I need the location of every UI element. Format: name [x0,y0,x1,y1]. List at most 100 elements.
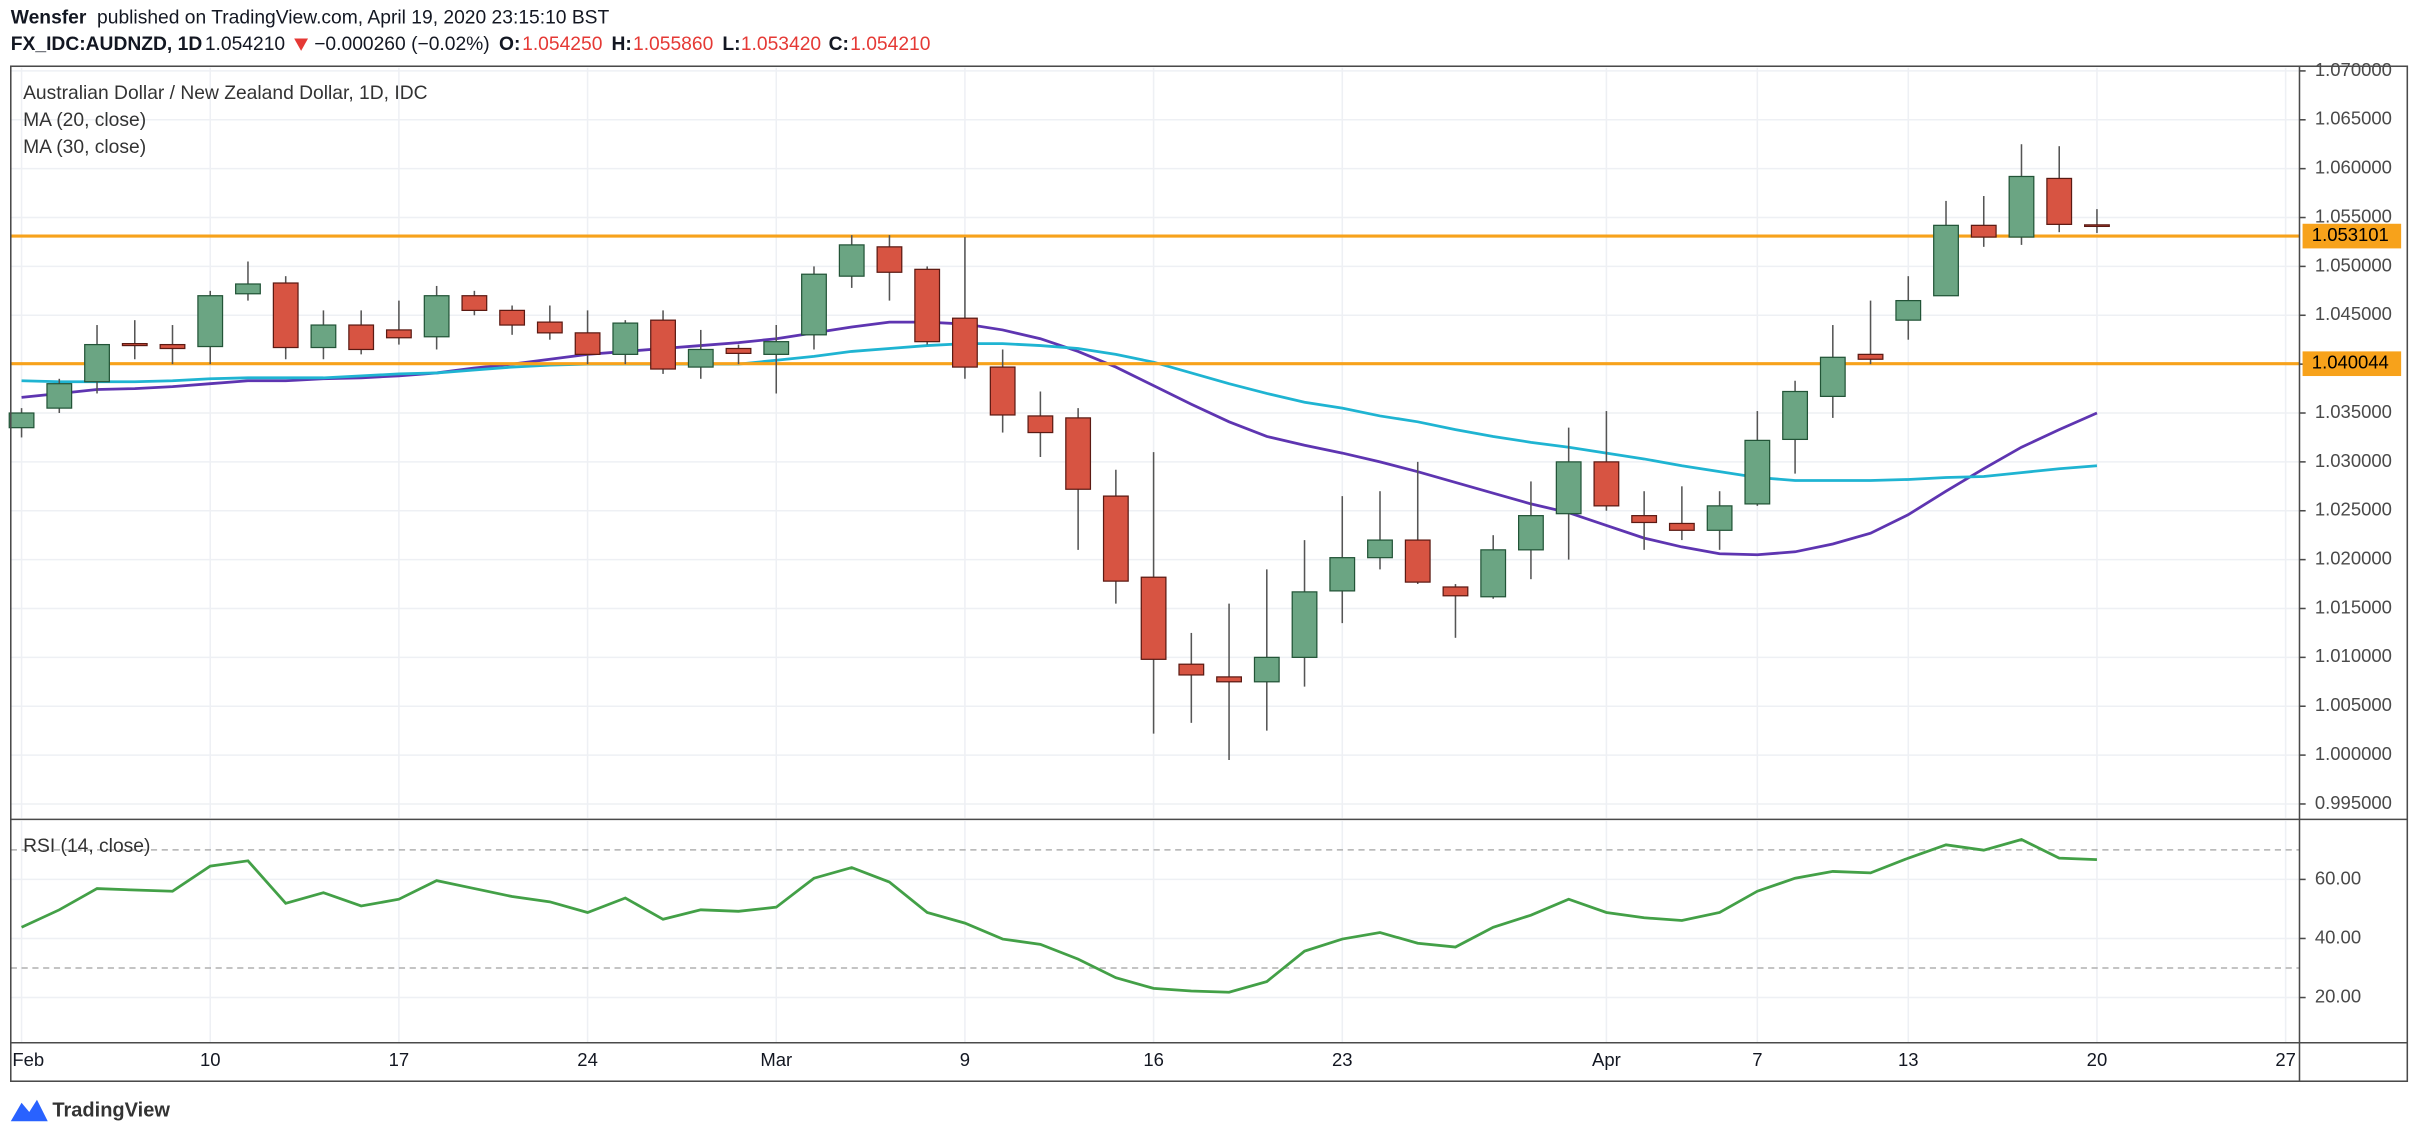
candle-body [1291,591,1318,658]
candle-body [121,342,148,347]
candle-body [461,295,488,311]
y-tick-label: 1.050000 [2315,254,2392,275]
y-tick-label: 40.00 [2315,926,2361,947]
y-tick-label: 1.015000 [2315,596,2392,617]
candle-body [838,244,865,277]
x-tick-label: Mar [760,1049,792,1070]
candle-body [1518,515,1544,551]
level-badge [2302,223,2402,249]
candle-body [1253,656,1280,683]
candle-body [1480,549,1507,598]
candle-body [1819,356,1846,398]
candle-body [272,282,299,349]
x-tick-label: 17 [389,1049,410,1070]
y-tick-label: 1.000000 [2315,743,2392,764]
candle-body [914,268,941,343]
y-tick-label: 0.995000 [2315,792,2392,813]
x-tick-label: 23 [1332,1049,1353,1070]
y-tick-label: 1.070000 [2315,59,2392,80]
x-tick-label: Apr [1592,1049,1621,1070]
y-tick-label: 1.025000 [2315,499,2392,520]
candle-body [1329,557,1356,592]
candle-body [1065,417,1092,490]
ohlc-value: 1.053420 [741,34,821,55]
candle-body [725,347,752,355]
x-tick-label: 7 [1752,1049,1762,1070]
candle-body [8,412,35,429]
author: Wensfer [11,8,87,29]
y-tick-label: 60.00 [2315,867,2361,888]
symbol: FX_IDC:AUDNZD, 1D [11,34,203,55]
candle-body [1782,390,1809,441]
level-label: 1.053101 [2312,224,2389,245]
candle-body [1555,461,1582,515]
x-tick-label: 20 [2087,1049,2108,1070]
candle-body [1970,224,1997,238]
candle-body [1178,663,1205,676]
chart-title: Australian Dollar / New Zealand Dollar, … [23,83,428,104]
y-tick-label: 1.045000 [2315,303,2392,324]
y-tick-label: 1.035000 [2315,401,2392,422]
candle-body [2008,175,2035,238]
frame [10,65,2409,1082]
candle-body [687,348,714,368]
x-tick-label: 24 [577,1049,598,1070]
level-label: 1.040044 [2312,352,2389,373]
candle-body [1857,353,1884,360]
candle-body [159,343,186,350]
candle-body [612,322,639,355]
candle-body [1668,522,1695,531]
change: −0.000260 (−0.02%) [314,34,490,55]
x-tick-label: 10 [200,1049,221,1070]
candle-body [801,273,827,336]
candle-body [650,319,676,370]
candle-body [235,283,261,295]
candle-body [84,343,110,383]
candle-body [876,246,903,273]
x-tick-label: Feb [12,1049,44,1070]
candle-body [951,317,978,368]
moving-average [21,320,2098,557]
rsi-line [20,838,2098,994]
rsi-title: RSI (14, close) [23,836,150,857]
candle-body [574,332,601,355]
candle-body [1442,586,1469,597]
level-badge [2302,351,2402,377]
candle-body [536,321,563,334]
x-tick-label: 16 [1143,1049,1164,1070]
logo [10,1099,48,1122]
y-tick-label: 1.005000 [2315,694,2392,715]
ohlc-label: O: [499,34,520,55]
candle-body [197,295,224,348]
candle-body [1706,505,1733,531]
x-tick-label: 27 [2275,1049,2296,1070]
ohlc-value: 1.055860 [633,34,713,55]
footer-brand: TradingView [52,1100,170,1122]
y-tick-label: 1.055000 [2315,205,2392,226]
published: published on TradingView.com, April 19, … [97,8,609,29]
plot: 0.995000 1.000000 1.005000 1.010000 1.015000… [8,59,2402,1070]
ohlc-label: C: [829,34,849,55]
candle-body [2046,177,2073,225]
x-tick-label: 13 [1898,1049,1919,1070]
candle-body [1593,461,1620,507]
ohlc-label: H: [611,34,631,55]
y-tick-label: 1.030000 [2315,450,2392,471]
candle-body [46,383,73,409]
candle-body [385,329,412,339]
candle-body [1027,415,1054,434]
candle-body [1216,676,1242,683]
candle-body [1102,495,1129,582]
y-tick-label: 1.065000 [2315,108,2392,129]
ohlc-label: L: [722,34,740,55]
y-tick-label: 1.010000 [2315,645,2392,666]
ohlc-value: 1.054250 [522,34,602,55]
candle-body [1933,224,1959,297]
candle-body [310,324,337,349]
candle-body [2084,224,2110,228]
legend-entry: MA (20, close) [23,110,146,131]
candle-body [763,341,790,355]
candle-body [1744,439,1771,505]
